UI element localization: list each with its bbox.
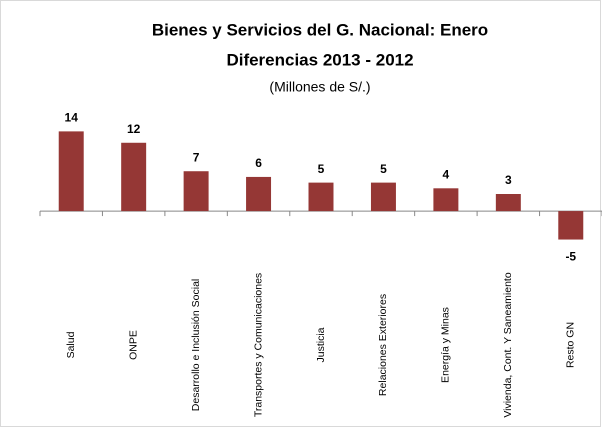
x-tick-label: Justicia bbox=[315, 327, 327, 362]
x-tick-label: Resto GN bbox=[565, 322, 577, 368]
chart-subtitle: Diferencias 2013 - 2012 bbox=[226, 50, 413, 69]
bar bbox=[558, 211, 584, 240]
value-label: 12 bbox=[127, 122, 141, 136]
bar bbox=[495, 194, 521, 212]
chart-title: Bienes y Servicios del G. Nacional: Ener… bbox=[152, 20, 488, 39]
value-label: 5 bbox=[380, 162, 387, 176]
bar bbox=[246, 176, 272, 212]
x-tick-label: ONPE bbox=[127, 330, 139, 360]
x-tick-label: Energía y Minas bbox=[440, 307, 452, 383]
value-label: 4 bbox=[443, 167, 450, 181]
x-tick-label: Transportes y Comunicaciones bbox=[252, 273, 264, 417]
chart-units: (Millones de S/.) bbox=[269, 79, 370, 95]
x-tick-label: Salud bbox=[65, 331, 77, 358]
bar bbox=[433, 188, 459, 212]
value-label: -5 bbox=[565, 250, 576, 264]
bar bbox=[183, 171, 209, 212]
value-label: 3 bbox=[505, 173, 512, 187]
x-tick-label: Relaciones Exteriores bbox=[377, 294, 389, 396]
x-tick-label: Desarrollo e Inclusión Social bbox=[190, 279, 202, 411]
bar bbox=[308, 182, 334, 212]
value-label: 7 bbox=[193, 150, 200, 164]
value-label: 14 bbox=[65, 111, 79, 125]
value-label: 6 bbox=[255, 156, 262, 170]
x-tick-label: Vivienda, Cont. Y Saneamiento bbox=[502, 272, 514, 418]
bar bbox=[370, 182, 396, 212]
bar bbox=[121, 142, 147, 212]
value-label: 5 bbox=[318, 162, 325, 176]
bar bbox=[58, 131, 84, 212]
